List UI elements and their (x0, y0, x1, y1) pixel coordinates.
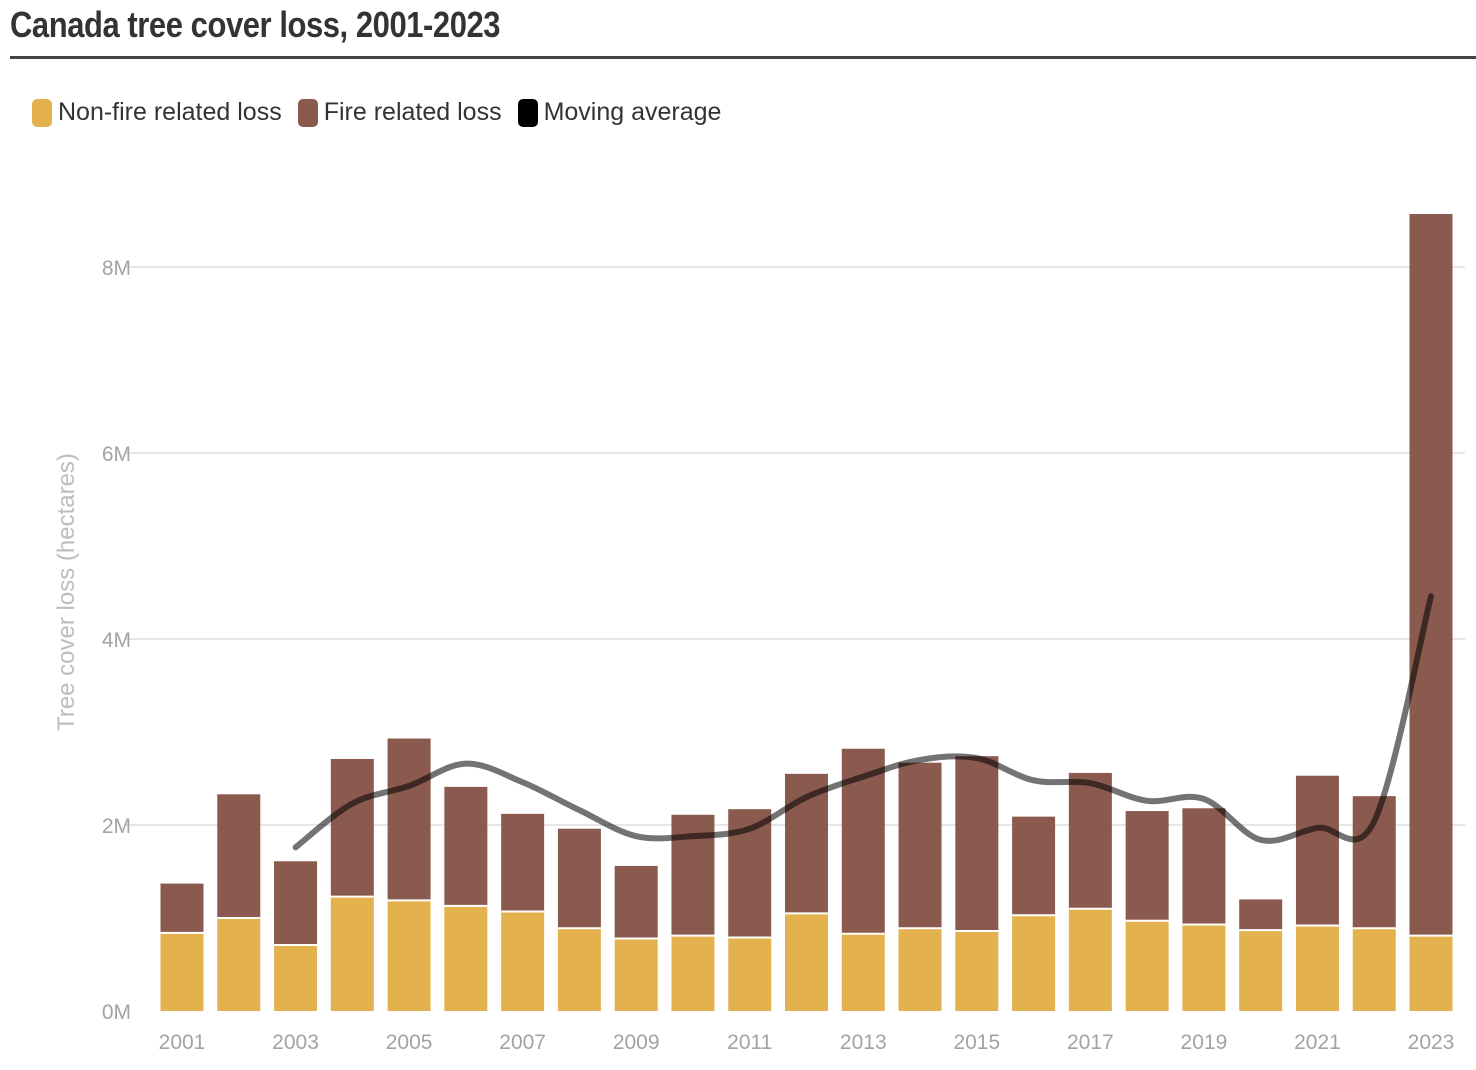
legend-item-moving-average[interactable]: Moving average (517, 98, 722, 127)
bar-non-fire (1409, 935, 1453, 1011)
legend-label-non-fire: Non-fire related loss (58, 98, 282, 126)
bar-fire (1409, 213, 1453, 936)
bar-non-fire (217, 918, 261, 1011)
bar-non-fire (1352, 928, 1396, 1011)
bar-non-fire (160, 932, 204, 1011)
legend-swatch-fire (297, 98, 318, 127)
x-tick-label: 2023 (1408, 1031, 1455, 1054)
legend-item-fire[interactable]: Fire related loss (297, 98, 502, 127)
title-divider (10, 56, 1476, 59)
bar-fire (1012, 816, 1056, 916)
bar-non-fire (728, 937, 772, 1011)
legend-label-moving-average: Moving average (543, 98, 722, 126)
y-tick-label: 2M (102, 815, 131, 838)
x-tick-label: 2011 (727, 1031, 772, 1054)
x-tick-label: 2019 (1181, 1031, 1228, 1054)
bar-non-fire (898, 928, 942, 1011)
legend-swatch-non-fire (32, 98, 52, 127)
x-tick-label: 2021 (1294, 1031, 1341, 1054)
bar-non-fire (1012, 915, 1056, 1011)
bar-non-fire (501, 911, 545, 1011)
bar-fire (955, 756, 999, 932)
bar-non-fire (841, 933, 885, 1011)
y-tick-label: 4M (102, 629, 131, 652)
bars (160, 213, 1453, 1011)
x-axis-ticks: 2001 2003 2005 2007 2009 2011 2013 2015 2017 2019… (159, 1031, 1455, 1054)
x-tick-label: 2009 (613, 1031, 660, 1054)
x-tick-label: 2017 (1067, 1031, 1114, 1054)
bar-fire (557, 828, 601, 929)
moving-average-line (292, 593, 1434, 851)
x-tick-label: 2001 (159, 1031, 206, 1054)
legend-item-non-fire[interactable]: Non-fire related loss (32, 98, 282, 127)
bar-fire (1182, 808, 1226, 925)
bar-non-fire (1182, 924, 1226, 1011)
x-tick-label: 2003 (272, 1031, 319, 1054)
bar-fire (501, 813, 545, 912)
bar-non-fire (1295, 925, 1339, 1011)
bar-non-fire (785, 913, 828, 1011)
bar-fire (160, 883, 204, 933)
x-tick-label: 2005 (386, 1031, 433, 1054)
y-axis-ticks: 0M 2M 4M 6M 8M (102, 257, 131, 1024)
bar-non-fire (955, 931, 999, 1011)
chart-title: Canada tree cover loss, 2001-2023 (10, 4, 501, 45)
moving-average-layer (292, 593, 1434, 851)
bar-non-fire (1125, 920, 1169, 1011)
bar-non-fire (330, 896, 374, 1011)
bar-fire (387, 738, 431, 901)
bar-fire (330, 758, 374, 897)
bar-non-fire (444, 905, 488, 1011)
chart-legend: Non-fire related loss Fire related loss … (32, 98, 737, 127)
bar-non-fire (557, 928, 601, 1011)
bar-fire (1068, 772, 1112, 909)
x-tick-label: 2015 (953, 1031, 1000, 1054)
bar-non-fire (1239, 930, 1283, 1011)
bar-fire (1239, 899, 1283, 931)
bar-fire (1295, 775, 1339, 926)
bar-fire (1125, 811, 1169, 921)
y-axis-label: Tree cover loss (hectares) (53, 453, 80, 731)
grid-lines (126, 266, 1465, 826)
legend-label-fire: Fire related loss (323, 98, 502, 126)
y-tick-label: 8M (102, 257, 131, 280)
bar-non-fire (671, 935, 715, 1011)
bar-non-fire (614, 938, 658, 1011)
x-tick-label: 2013 (840, 1031, 887, 1054)
x-tick-label: 2007 (499, 1031, 546, 1054)
bar-non-fire (387, 900, 431, 1011)
bar-fire (898, 762, 942, 929)
legend-swatch-moving-average (517, 98, 538, 127)
bar-fire (444, 786, 488, 906)
bar-fire (217, 794, 261, 918)
bar-fire (274, 861, 318, 945)
y-tick-label: 6M (102, 443, 131, 466)
y-tick-label: 0M (102, 1001, 131, 1024)
bar-non-fire (1068, 908, 1112, 1011)
bar-non-fire (274, 944, 318, 1011)
bar-fire (614, 865, 658, 939)
